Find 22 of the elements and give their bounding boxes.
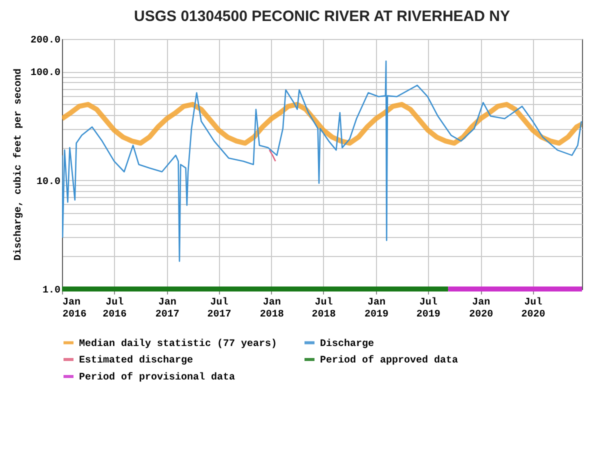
x-tick-label: Jan 2019 [364, 298, 389, 320]
y-axis-title: Discharge, cubic feet per second [12, 68, 24, 261]
x-tick-label: Jan 2020 [469, 298, 494, 320]
legend-label: Estimated discharge [79, 354, 194, 366]
x-tick-label: Jan 2017 [155, 298, 180, 320]
chart-title: USGS 01304500 PECONIC RIVER AT RIVERHEAD NY [134, 8, 510, 25]
x-tick-label: Jul 2020 [521, 296, 546, 320]
y-tick-label: 100.0 [30, 68, 60, 80]
x-tick-label: Jan 2016 [62, 298, 87, 320]
x-tick-label: Jul 2018 [312, 296, 336, 320]
y-tick-label: 200.0 [30, 36, 60, 46]
x-tick-label: Jul 2017 [207, 296, 232, 320]
legend-label: Median daily statistic (77 years) [79, 338, 278, 350]
x-tick-label: Jan 2018 [260, 298, 284, 320]
y-tick-label: 10.0 [36, 176, 60, 188]
legend-label: Period of provisional data [79, 372, 236, 384]
x-tick-label: Jul 2019 [416, 296, 440, 320]
x-tick-label: Jul 2016 [102, 296, 127, 320]
legend-label: Period of approved data [320, 354, 458, 366]
legend-label: Discharge [320, 338, 374, 350]
line-series [62, 60, 582, 262]
y-tick-label: 1.0 [42, 286, 60, 296]
